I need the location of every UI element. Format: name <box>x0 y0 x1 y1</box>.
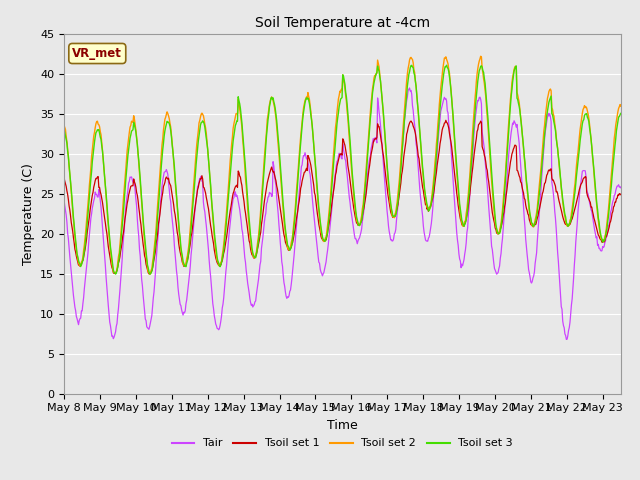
Tair <box>617 185 625 191</box>
Tsoil set 2 <box>401 106 408 111</box>
Tsoil set 1 <box>442 118 450 123</box>
Tsoil set 2 <box>432 153 440 158</box>
Tsoil set 2 <box>125 130 133 135</box>
Title: Soil Temperature at -4cm: Soil Temperature at -4cm <box>255 16 430 30</box>
Tsoil set 2 <box>477 53 484 59</box>
Tsoil set 2 <box>277 180 285 186</box>
Line: Tsoil set 2: Tsoil set 2 <box>64 56 621 274</box>
Tsoil set 3 <box>443 62 451 68</box>
Tair <box>563 336 570 342</box>
Tsoil set 3 <box>126 135 134 141</box>
Tair <box>276 240 284 246</box>
Tsoil set 1 <box>256 233 264 239</box>
Tsoil set 1 <box>277 212 285 217</box>
Tsoil set 3 <box>228 145 236 151</box>
Tsoil set 1 <box>125 189 133 195</box>
Tsoil set 1 <box>432 175 440 180</box>
Line: Tsoil set 3: Tsoil set 3 <box>64 65 621 274</box>
Text: VR_met: VR_met <box>72 47 122 60</box>
Tsoil set 2 <box>617 103 625 109</box>
Tair <box>60 196 68 202</box>
Y-axis label: Temperature (C): Temperature (C) <box>22 163 35 264</box>
Tair <box>400 129 408 134</box>
Tsoil set 2 <box>146 271 154 277</box>
Tsoil set 2 <box>60 122 68 128</box>
Tsoil set 3 <box>60 127 68 133</box>
Tsoil set 1 <box>401 149 408 155</box>
Tsoil set 3 <box>617 110 625 116</box>
Tsoil set 3 <box>277 174 285 180</box>
Tsoil set 1 <box>617 192 625 198</box>
X-axis label: Time: Time <box>327 419 358 432</box>
Tsoil set 3 <box>432 161 440 167</box>
Tair <box>406 85 413 91</box>
Tair <box>432 170 440 176</box>
Tsoil set 1 <box>60 175 68 180</box>
Tsoil set 3 <box>401 117 408 123</box>
Legend: Tair, Tsoil set 1, Tsoil set 2, Tsoil set 3: Tair, Tsoil set 1, Tsoil set 2, Tsoil se… <box>167 434 518 453</box>
Tsoil set 1 <box>145 271 153 276</box>
Tsoil set 1 <box>228 194 236 200</box>
Tsoil set 3 <box>256 223 264 228</box>
Tair <box>228 206 236 212</box>
Tair <box>125 179 133 184</box>
Tsoil set 2 <box>228 134 236 140</box>
Line: Tair: Tair <box>64 88 621 339</box>
Tsoil set 3 <box>112 271 120 277</box>
Tair <box>255 269 263 275</box>
Line: Tsoil set 1: Tsoil set 1 <box>64 120 621 274</box>
Tsoil set 2 <box>256 217 264 223</box>
